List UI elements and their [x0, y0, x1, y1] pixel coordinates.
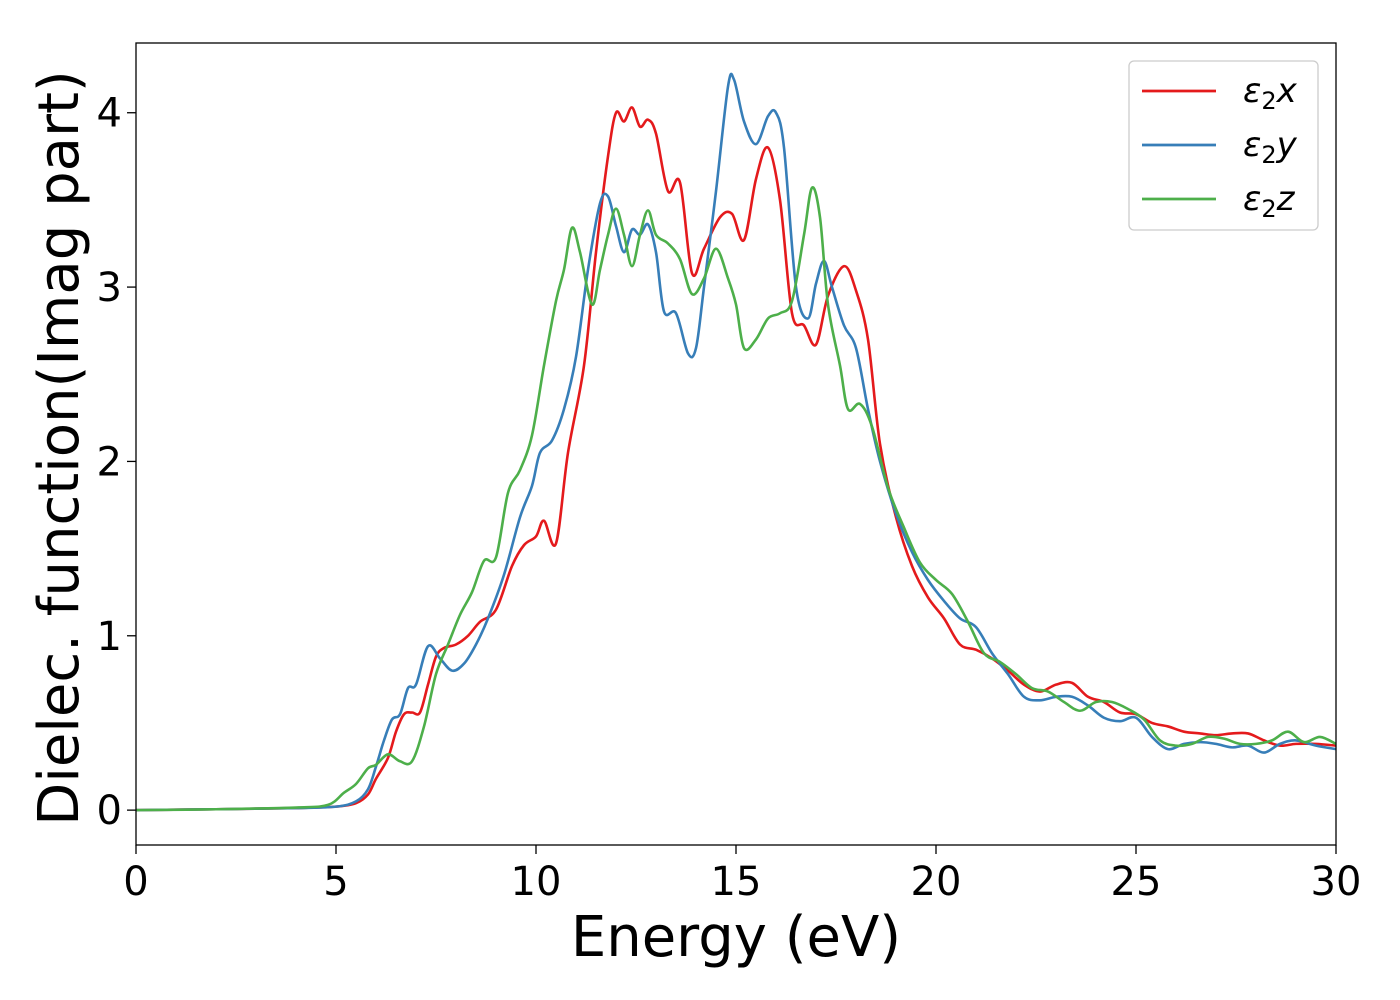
legend-label-suffix: z	[1276, 179, 1296, 219]
legend-label-z: ε2z	[1243, 179, 1296, 223]
x-tick-label: 30	[1311, 859, 1362, 905]
legend-label-suffix: x	[1276, 71, 1298, 111]
legend-box	[1128, 60, 1319, 231]
y-tick-label: 1	[97, 614, 122, 660]
legend-label-subscript: 2	[1261, 195, 1276, 223]
series-layer	[135, 72, 1337, 812]
y-tick-label: 4	[97, 91, 122, 137]
legend-label-y: ε2y	[1243, 125, 1298, 169]
x-axis: 0 5 10 15 20 25 30	[123, 845, 1361, 905]
legend-label-base: ε	[1243, 179, 1261, 219]
y-axis-title: Dielec. function(Imag part)	[27, 70, 92, 826]
y-tick-label: 3	[97, 265, 122, 311]
x-tick-label: 5	[323, 859, 348, 905]
series-line-x	[135, 106, 1337, 812]
legend-label-subscript: 2	[1261, 141, 1276, 169]
x-axis-title: Energy (eV)	[571, 905, 901, 970]
x-tick-label: 10	[511, 859, 562, 905]
x-tick-label: 25	[1111, 859, 1162, 905]
x-tick-label: 15	[711, 859, 762, 905]
legend-label-subscript: 2	[1261, 87, 1276, 115]
legend-label-suffix: y	[1276, 125, 1298, 165]
y-tick-label: 0	[97, 788, 122, 834]
y-tick-label: 2	[97, 439, 122, 485]
x-tick-label: 0	[123, 859, 148, 905]
x-tick-label: 20	[911, 859, 962, 905]
legend-label-base: ε	[1243, 125, 1261, 165]
legend-label-x: ε2x	[1243, 71, 1298, 115]
series-line-z	[135, 186, 1337, 812]
series-line-y	[135, 72, 1337, 812]
y-axis: 0 1 2 3 4	[97, 91, 136, 834]
legend-label-base: ε	[1243, 71, 1261, 111]
